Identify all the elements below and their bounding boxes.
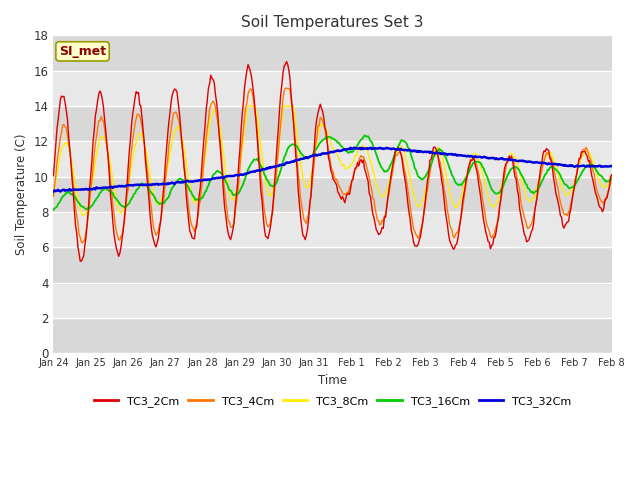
TC3_4Cm: [225, 218, 232, 224]
TC3_32Cm: [223, 173, 231, 179]
TC3_8Cm: [49, 192, 57, 198]
TC3_8Cm: [608, 172, 616, 178]
TC3_4Cm: [49, 193, 57, 199]
Line: TC3_32Cm: TC3_32Cm: [53, 148, 612, 192]
X-axis label: Time: Time: [318, 374, 347, 387]
TC3_16Cm: [223, 181, 231, 187]
Bar: [53, 71, 612, 106]
TC3_2Cm: [283, 59, 291, 64]
Bar: [53, 318, 612, 353]
TC3_32Cm: [367, 145, 374, 151]
TC3_2Cm: [608, 172, 616, 178]
Bar: [53, 247, 612, 283]
TC3_4Cm: [282, 85, 289, 91]
TC3_4Cm: [462, 182, 470, 188]
TC3_8Cm: [287, 103, 295, 109]
TC3_16Cm: [608, 176, 616, 182]
TC3_32Cm: [362, 146, 370, 152]
TC3_2Cm: [364, 179, 372, 184]
Line: TC3_2Cm: TC3_2Cm: [53, 61, 612, 261]
TC3_4Cm: [287, 97, 295, 103]
TC3_8Cm: [462, 175, 470, 180]
TC3_8Cm: [559, 187, 566, 192]
TC3_4Cm: [364, 169, 372, 175]
Line: TC3_4Cm: TC3_4Cm: [53, 88, 612, 243]
TC3_16Cm: [285, 144, 292, 150]
TC3_32Cm: [461, 153, 468, 158]
TC3_32Cm: [608, 163, 616, 169]
TC3_8Cm: [391, 154, 399, 159]
TC3_2Cm: [225, 231, 232, 237]
TC3_16Cm: [557, 176, 565, 181]
TC3_2Cm: [49, 173, 57, 179]
Bar: [53, 177, 612, 212]
Bar: [53, 36, 612, 71]
TC3_8Cm: [225, 184, 232, 190]
TC3_32Cm: [390, 146, 397, 152]
Line: TC3_8Cm: TC3_8Cm: [53, 106, 612, 216]
TC3_4Cm: [608, 175, 616, 180]
TC3_8Cm: [79, 213, 86, 218]
TC3_16Cm: [461, 177, 468, 182]
TC3_2Cm: [559, 223, 566, 228]
TC3_16Cm: [390, 154, 397, 160]
TC3_2Cm: [462, 178, 470, 183]
Bar: [53, 106, 612, 142]
TC3_32Cm: [49, 189, 57, 194]
Bar: [53, 142, 612, 177]
TC3_4Cm: [391, 156, 399, 161]
TC3_2Cm: [287, 93, 295, 98]
TC3_4Cm: [79, 240, 86, 246]
TC3_2Cm: [77, 258, 85, 264]
TC3_16Cm: [363, 134, 371, 140]
Legend: TC3_2Cm, TC3_4Cm, TC3_8Cm, TC3_16Cm, TC3_32Cm: TC3_2Cm, TC3_4Cm, TC3_8Cm, TC3_16Cm, TC3…: [90, 392, 575, 411]
TC3_32Cm: [557, 162, 565, 168]
Line: TC3_16Cm: TC3_16Cm: [53, 135, 612, 210]
Y-axis label: Soil Temperature (C): Soil Temperature (C): [15, 133, 28, 255]
TC3_32Cm: [285, 160, 292, 166]
Bar: [53, 283, 612, 318]
TC3_16Cm: [49, 207, 57, 213]
Title: Soil Temperatures Set 3: Soil Temperatures Set 3: [241, 15, 424, 30]
TC3_8Cm: [364, 151, 372, 157]
TC3_16Cm: [361, 132, 369, 138]
TC3_2Cm: [391, 150, 399, 156]
Text: SI_met: SI_met: [59, 45, 106, 58]
Bar: [53, 212, 612, 247]
TC3_4Cm: [559, 208, 566, 214]
TC3_8Cm: [245, 103, 253, 109]
